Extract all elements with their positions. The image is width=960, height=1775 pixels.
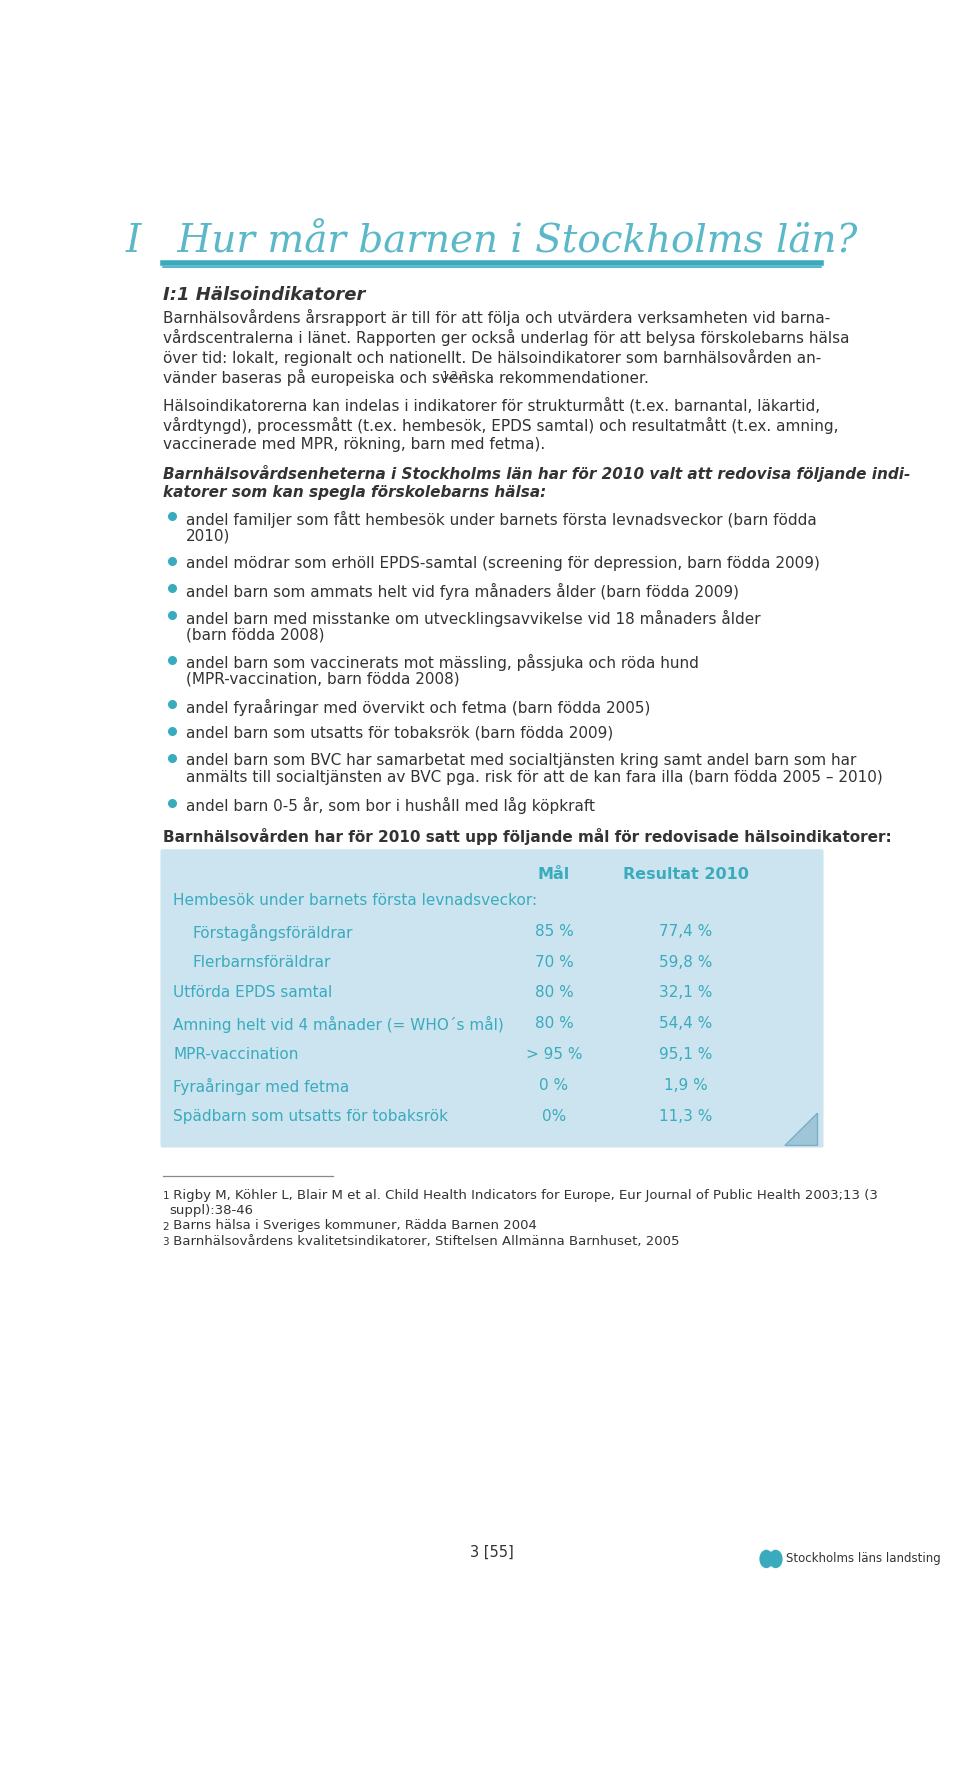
Text: 1,2,3: 1,2,3	[442, 371, 468, 382]
Text: Barnhälsovårdens årsrapport är till för att följa och utvärdera verksamheten vid: Barnhälsovårdens årsrapport är till för …	[162, 309, 829, 327]
Text: I   Hur mår barnen i Stockholms län?: I Hur mår barnen i Stockholms län?	[126, 224, 858, 261]
Ellipse shape	[759, 1550, 774, 1567]
Text: 77,4 %: 77,4 %	[660, 923, 712, 939]
Text: Mål: Mål	[538, 866, 570, 882]
Text: Spädbarn som utsatts för tobaksrök: Spädbarn som utsatts för tobaksrök	[174, 1109, 448, 1124]
Text: Flerbarnsföräldrar: Flerbarnsföräldrar	[192, 955, 330, 969]
Text: Resultat 2010: Resultat 2010	[623, 866, 749, 882]
Ellipse shape	[769, 1550, 782, 1567]
Text: 0 %: 0 %	[540, 1077, 568, 1093]
Text: över tid: lokalt, regionalt och nationellt. De hälsoindikatorer som barnhälsovår: över tid: lokalt, regionalt och nationel…	[162, 350, 821, 366]
Text: Barnhälsovården har för 2010 satt upp följande mål för redovisade hälsoindikator: Barnhälsovården har för 2010 satt upp fö…	[162, 829, 892, 845]
Text: 2010): 2010)	[186, 529, 230, 543]
Text: I:1 Hälsoindikatorer: I:1 Hälsoindikatorer	[162, 286, 365, 304]
Text: andel barn som BVC har samarbetat med socialtjänsten kring samt andel barn som h: andel barn som BVC har samarbetat med so…	[186, 753, 856, 769]
Text: 11,3 %: 11,3 %	[660, 1109, 712, 1124]
Text: 32,1 %: 32,1 %	[660, 985, 712, 1001]
Text: andel fyraåringar med övervikt och fetma (barn födda 2005): andel fyraåringar med övervikt och fetma…	[186, 699, 650, 715]
Text: Amning helt vid 4 månader (= WHO´s mål): Amning helt vid 4 månader (= WHO´s mål)	[174, 1015, 504, 1033]
Text: andel barn med misstanke om utvecklingsavvikelse vid 18 månaders ålder: andel barn med misstanke om utvecklingsa…	[186, 609, 760, 627]
Text: andel barn som ammats helt vid fyra månaders ålder (barn födda 2009): andel barn som ammats helt vid fyra måna…	[186, 582, 739, 600]
Text: 80 %: 80 %	[535, 985, 573, 1001]
Text: Stockholms läns landsting: Stockholms läns landsting	[786, 1553, 941, 1566]
Text: Utförda EPDS samtal: Utförda EPDS samtal	[174, 985, 333, 1001]
Text: anmälts till socialtjänsten av BVC pga. risk för att de kan fara illa (barn född: anmälts till socialtjänsten av BVC pga. …	[186, 770, 882, 786]
Text: 59,8 %: 59,8 %	[660, 955, 712, 969]
Text: andel barn som utsatts för tobaksrök (barn födda 2009): andel barn som utsatts för tobaksrök (ba…	[186, 726, 613, 740]
Text: Hälsoindikatorerna kan indelas i indikatorer för strukturmått (t.ex. barnantal, : Hälsoindikatorerna kan indelas i indikat…	[162, 398, 820, 414]
Text: Barnhälsovårdsenheterna i Stockholms län har för 2010 valt att redovisa följande: Barnhälsovårdsenheterna i Stockholms län…	[162, 465, 910, 481]
Text: vänder baseras på europeiska och svenska rekommendationer.: vänder baseras på europeiska och svenska…	[162, 369, 649, 387]
Text: Förstagångsföräldrar: Förstagångsföräldrar	[192, 923, 352, 941]
Text: 54,4 %: 54,4 %	[660, 1015, 712, 1031]
Text: andel familjer som fått hembesök under barnets första levnadsveckor (barn födda: andel familjer som fått hembesök under b…	[186, 511, 817, 527]
Text: Barnhälsovårdens kvalitetsindikatorer, Stiftelsen Allmänna Barnhuset, 2005: Barnhälsovårdens kvalitetsindikatorer, S…	[169, 1235, 680, 1248]
Text: vårdscentralerna i länet. Rapporten ger också underlag för att belysa förskoleba: vårdscentralerna i länet. Rapporten ger …	[162, 330, 850, 346]
Text: (MPR-vaccination, barn födda 2008): (MPR-vaccination, barn födda 2008)	[186, 673, 460, 687]
Text: > 95 %: > 95 %	[526, 1047, 583, 1061]
Text: MPR-vaccination: MPR-vaccination	[174, 1047, 299, 1061]
Text: 0%: 0%	[541, 1109, 566, 1124]
Text: suppl):38-46: suppl):38-46	[169, 1203, 252, 1218]
FancyBboxPatch shape	[158, 847, 826, 1150]
Text: andel barn 0-5 år, som bor i hushåll med låg köpkraft: andel barn 0-5 år, som bor i hushåll med…	[186, 797, 595, 815]
Text: (barn födda 2008): (barn födda 2008)	[186, 627, 324, 643]
Text: Fyraåringar med fetma: Fyraåringar med fetma	[174, 1077, 349, 1095]
Text: Hembesök under barnets första levnadsveckor:: Hembesök under barnets första levnadsvec…	[174, 893, 538, 907]
Text: vårdtyngd), processmått (t.ex. hembesök, EPDS samtal) och resultatmått (t.ex. am: vårdtyngd), processmått (t.ex. hembesök,…	[162, 417, 838, 435]
Text: Rigby M, Köhler L, Blair M et al. Child Health Indicators for Europe, Eur Journa: Rigby M, Köhler L, Blair M et al. Child …	[169, 1189, 877, 1202]
Text: 85 %: 85 %	[535, 923, 573, 939]
Text: 70 %: 70 %	[535, 955, 573, 969]
Text: 3 [55]: 3 [55]	[470, 1544, 514, 1560]
Polygon shape	[785, 1113, 818, 1145]
Text: 1,9 %: 1,9 %	[664, 1077, 708, 1093]
Text: 1: 1	[162, 1191, 169, 1202]
Text: andel mödrar som erhöll EPDS-samtal (screening för depression, barn födda 2009): andel mödrar som erhöll EPDS-samtal (scr…	[186, 556, 820, 570]
Text: katorer som kan spegla förskolebarns hälsa:: katorer som kan spegla förskolebarns häl…	[162, 485, 546, 501]
Text: 2: 2	[162, 1221, 169, 1232]
Text: 80 %: 80 %	[535, 1015, 573, 1031]
Text: 95,1 %: 95,1 %	[660, 1047, 712, 1061]
Text: Barns hälsa i Sveriges kommuner, Rädda Barnen 2004: Barns hälsa i Sveriges kommuner, Rädda B…	[169, 1219, 537, 1232]
Text: andel barn som vaccinerats mot mässling, påssjuka och röda hund: andel barn som vaccinerats mot mässling,…	[186, 655, 699, 671]
Text: 3: 3	[162, 1237, 169, 1248]
Text: vaccinerade med MPR, rökning, barn med fetma).: vaccinerade med MPR, rökning, barn med f…	[162, 437, 545, 453]
